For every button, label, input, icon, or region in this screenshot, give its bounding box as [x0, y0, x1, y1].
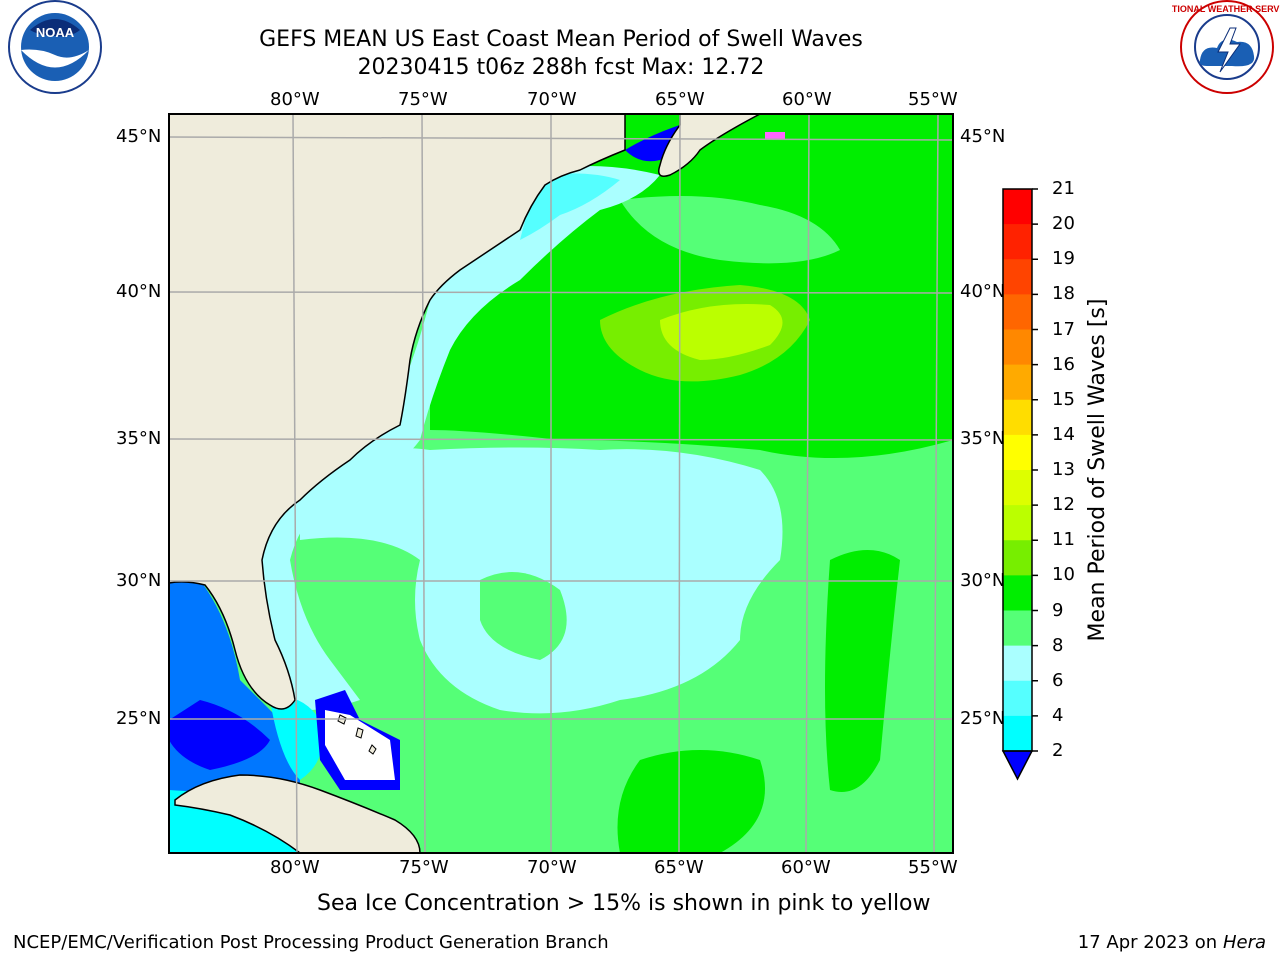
swell-zone-12-13s — [660, 304, 783, 360]
lon-label-top: 60°W — [782, 89, 832, 110]
noaa-logo: NOAA — [8, 0, 102, 94]
colorbar-tick-label: 16 — [1052, 353, 1075, 375]
map-frame — [168, 113, 954, 854]
colorbar-tick-label: 8 — [1052, 634, 1064, 656]
colorbar-tick-label: 11 — [1052, 529, 1075, 551]
lon-label-bottom: 60°W — [781, 857, 831, 878]
colorbar-tick-label: 10 — [1052, 564, 1075, 586]
colorbar-segment — [1003, 364, 1032, 401]
colorbar-tick-label: 4 — [1052, 704, 1064, 726]
colorbar-segment — [1003, 259, 1032, 295]
colorbar-tick-label: 14 — [1052, 423, 1075, 445]
colorbar-tick-label: 13 — [1052, 459, 1075, 480]
swell-patch-9-10s-south — [480, 572, 567, 660]
lon-label-top: 55°W — [908, 89, 958, 110]
colorbar-tick-label: 19 — [1052, 248, 1075, 270]
lon-label-top: 70°W — [527, 89, 577, 110]
lat-label-right: 30°N — [960, 570, 1006, 591]
lat-label-right: 40°N — [960, 281, 1006, 302]
footer-date-text: 17 Apr 2023 on — [1077, 932, 1223, 953]
us-landmass — [169, 114, 626, 710]
maritimes-landmass — [658, 114, 761, 177]
colorbar-tick-label: 17 — [1052, 318, 1075, 340]
colorbar-segment — [1003, 505, 1032, 541]
sea-ice-note: Sea Ice Concentration > 15% is shown in … — [317, 891, 931, 916]
lon-label-top: 80°W — [270, 89, 320, 110]
colorbar-segment — [1003, 715, 1032, 752]
lat-label-right: 45°N — [960, 126, 1006, 147]
colorbar-segment — [1003, 575, 1032, 611]
swell-patch-9-10s — [620, 196, 840, 264]
colorbar-label: Mean Period of Swell Waves [s] — [1085, 298, 1110, 642]
lon-label-bottom: 70°W — [527, 857, 577, 878]
colorbar-tick-label: 18 — [1052, 283, 1075, 305]
colorbar-segment — [1003, 470, 1032, 506]
lon-label-top: 75°W — [398, 89, 448, 110]
lon-label-bottom: 55°W — [908, 857, 958, 878]
lat-label-left: 45°N — [116, 126, 162, 147]
swell-zone-south-10-11s — [617, 750, 765, 853]
graticule — [168, 113, 954, 854]
lat-label-right: 35°N — [960, 428, 1006, 449]
sea-ice-indicator — [765, 132, 785, 140]
footer-system: Hera — [1222, 932, 1266, 953]
colorbar-segment — [1003, 329, 1032, 366]
lat-label-left: 40°N — [116, 281, 162, 302]
colorbar-tick-label: 9 — [1052, 599, 1064, 621]
lat-label-right: 25°N — [960, 708, 1006, 729]
colorbar-under-arrow — [1001, 750, 1034, 781]
lon-label-bottom: 80°W — [270, 857, 320, 878]
colorbar-segment — [1003, 294, 1032, 330]
nws-logo-text: NATIONAL WEATHER SERVICE — [1172, 4, 1280, 14]
colorbar-segment — [1003, 540, 1032, 576]
colorbar — [1001, 188, 1038, 781]
colorbar-segment — [1003, 224, 1032, 260]
colorbar-tick-label: 15 — [1052, 388, 1075, 410]
footer-date: 17 Apr 2023 on Hera — [1078, 932, 1266, 954]
colorbar-tick-label: 2 — [1052, 740, 1064, 761]
swell-zone-east-10-11s — [825, 550, 900, 792]
lon-label-bottom: 65°W — [654, 857, 704, 878]
colorbar-segment — [1003, 434, 1032, 471]
colorbar-tick-label: 12 — [1052, 494, 1075, 516]
noaa-logo-text: NOAA — [36, 25, 75, 40]
footer-credit: NCEP/EMC/Verification Post Processing Pr… — [13, 932, 609, 953]
colorbar-segment — [1003, 680, 1032, 717]
lat-label-left: 30°N — [116, 570, 162, 591]
lon-label-top: 65°W — [655, 89, 705, 110]
colorbar-tick-label: 20 — [1052, 213, 1075, 235]
map-title: GEFS MEAN US East Coast Mean Period of S… — [259, 27, 863, 52]
lat-label-left: 35°N — [116, 428, 162, 449]
nws-logo: NATIONAL WEATHER SERVICE — [1172, 0, 1280, 94]
lon-label-bottom: 75°W — [399, 857, 449, 878]
coastal-swell-6-8s — [520, 173, 620, 240]
bahamas-nodata — [325, 710, 395, 780]
lat-label-left: 25°N — [116, 708, 162, 729]
colorbar-segment — [1003, 610, 1032, 647]
colorbar-tick-label: 6 — [1052, 669, 1064, 691]
map-subtitle: 20230415 t06z 288h fcst Max: 12.72 — [357, 55, 765, 80]
colorbar-segment — [1003, 189, 1032, 225]
colorbar-tick-label: 21 — [1052, 178, 1075, 199]
gulf-swell-under-2s — [169, 700, 270, 770]
colorbar-segment — [1003, 645, 1032, 682]
colorbar-segment — [1003, 399, 1032, 436]
